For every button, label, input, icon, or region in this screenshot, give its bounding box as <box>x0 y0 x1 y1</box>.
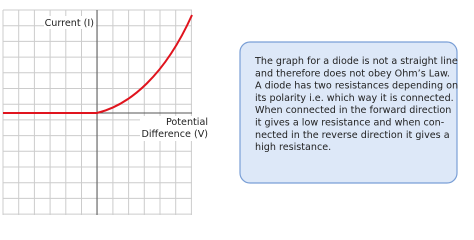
diode-curve <box>3 14 193 114</box>
x-axis-label: Difference (V) <box>141 129 208 140</box>
note-line: high resistance. <box>255 142 331 153</box>
y-axis-label: Current (I) <box>45 18 94 29</box>
note-text: The graph for a diode is not a straight … <box>254 56 458 153</box>
x-axis-label: Potential <box>166 117 208 128</box>
note-line: When connected in the forward direction <box>255 105 451 116</box>
page: Current (I) Potential Difference (V) The… <box>2 9 458 215</box>
note-line: and therefore does not obey Ohm’s Law. <box>255 68 450 79</box>
note-line: its polarity i.e. which way it is connec… <box>255 93 454 104</box>
note-line: it gives a low resistance and when con- <box>255 118 444 129</box>
note-line: nected in the reverse direction it gives… <box>255 130 450 141</box>
note-box <box>239 41 458 184</box>
note-line: The graph for a diode is not a straight … <box>254 56 458 67</box>
label-bg <box>44 16 96 29</box>
label-bg <box>140 116 210 141</box>
note-line: A diode has two resistances depending on <box>255 81 458 92</box>
